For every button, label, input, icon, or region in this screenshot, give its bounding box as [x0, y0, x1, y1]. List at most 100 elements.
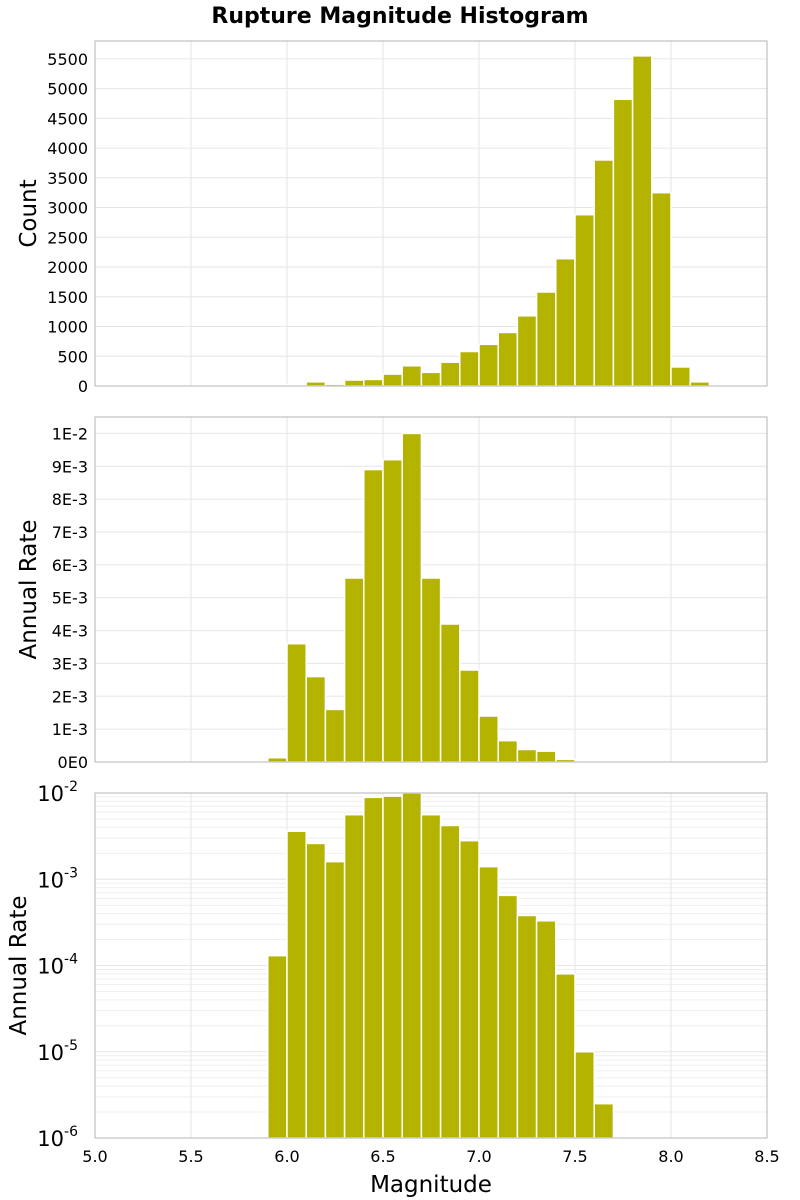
- x-tick-label: 7.5: [562, 1147, 587, 1166]
- y-axis-title: Annual Rate: [6, 896, 32, 1036]
- histogram-bar: [382, 795, 403, 1139]
- plot-frame: [94, 792, 768, 1139]
- histogram-bar: [324, 708, 346, 763]
- y-tick-label: 1E-2: [52, 424, 88, 443]
- histogram-bar: [324, 860, 346, 1139]
- y-tick-label: 3500: [47, 169, 88, 188]
- x-tick-label: 5.5: [178, 1147, 203, 1166]
- histogram-bar: [631, 55, 653, 387]
- x-tick-label: 6.0: [274, 1147, 299, 1166]
- histogram-bar: [516, 315, 538, 387]
- histogram-bar: [267, 954, 288, 1139]
- chart-title: Rupture Magnitude Histogram: [211, 4, 588, 29]
- y-tick-label: 0E0: [58, 753, 88, 772]
- histogram-bar: [535, 920, 557, 1139]
- histogram-bar: [363, 468, 384, 763]
- y-tick-label: 4500: [47, 109, 88, 128]
- plot-panel-1: 0 500 1000 1500 2000 2500 3000 3500 4000 4500 5000…: [16, 40, 768, 396]
- y-tick-label: 10-6: [37, 1124, 78, 1151]
- histogram-bar: [497, 331, 519, 387]
- histogram-bar: [363, 796, 384, 1139]
- y-tick-label: 10-5: [37, 1038, 78, 1065]
- y-tick-label: 10-4: [37, 952, 78, 979]
- histogram-bar: [478, 715, 499, 763]
- y-tick-label: 3E-3: [52, 654, 88, 673]
- y-tick-label: 2E-3: [52, 687, 88, 706]
- histogram-bar: [535, 750, 557, 763]
- y-tick-label: 500: [57, 347, 88, 366]
- y-tick-label: 4E-3: [52, 622, 88, 641]
- histogram-bar: [516, 914, 538, 1139]
- histogram-bar: [343, 577, 365, 763]
- y-tick-label: 3000: [47, 199, 88, 218]
- y-tick-label: 10-2: [37, 779, 78, 806]
- histogram-bar: [593, 159, 615, 387]
- histogram-bar: [401, 365, 423, 387]
- y-axis-title: Count: [16, 179, 42, 247]
- histogram-bar: [305, 675, 327, 763]
- histogram-bar: [382, 373, 403, 387]
- plot-panels: 0 500 1000 1500 2000 2500 3000 3500 4000 4500 5000…: [6, 40, 780, 1198]
- y-tick-label: 2000: [47, 258, 88, 277]
- histogram-bar: [555, 257, 576, 387]
- y-tick-label: 1E-3: [52, 720, 88, 739]
- x-tick-label: 6.5: [370, 1147, 395, 1166]
- x-tick-label: 7.0: [466, 1147, 491, 1166]
- histogram-bar: [497, 739, 519, 763]
- histogram-bar: [439, 623, 461, 763]
- histogram-bar: [459, 350, 480, 387]
- plot-panel-2: 0E0 1E-3 2E-3 3E-3 4E-3 5E-3 6E-3 7E-3 8E-3 9E-3 1…: [16, 416, 768, 772]
- y-tick-label: 6E-3: [52, 556, 88, 575]
- histogram-bar: [555, 973, 576, 1139]
- histogram-bar: [516, 748, 538, 763]
- histogram-bar: [593, 1102, 615, 1139]
- histogram-bar: [382, 458, 403, 763]
- histogram-bar: [612, 98, 634, 387]
- histogram-bar: [689, 381, 711, 387]
- histogram-bar: [420, 577, 442, 763]
- y-tick-label: 7E-3: [52, 523, 88, 542]
- histogram-bar: [286, 830, 307, 1139]
- plot-frame: [94, 40, 768, 387]
- histogram-bar: [535, 291, 557, 387]
- histogram-bar: [420, 371, 442, 387]
- histogram-bar: [363, 378, 384, 387]
- histogram-bar: [459, 669, 480, 763]
- histogram-bar: [459, 839, 480, 1139]
- y-tick-label: 5000: [47, 80, 88, 99]
- plot-frame: [94, 416, 768, 763]
- histogram-bar: [497, 894, 519, 1139]
- histogram-bar: [305, 842, 327, 1139]
- plot-panel-3: 10-6 10-5 10-4 10-3 10-2 Annual Rate 5.0 5.5 6.0…: [6, 779, 780, 1198]
- y-tick-label: 10-3: [37, 865, 78, 892]
- y-tick-label: 1000: [47, 318, 88, 337]
- x-tick-label: 8.0: [658, 1147, 683, 1166]
- y-axis-title: Annual Rate: [16, 520, 42, 660]
- y-tick-label: 5500: [47, 50, 88, 69]
- histogram-bar: [574, 1051, 595, 1139]
- x-tick-label: 5.0: [82, 1147, 107, 1166]
- histogram-bar: [670, 366, 691, 387]
- histogram-bar: [439, 824, 461, 1139]
- y-tick-label: 9E-3: [52, 457, 88, 476]
- histogram-bar: [574, 213, 595, 387]
- y-tick-label: 0: [78, 377, 88, 396]
- histogram-bar: [267, 756, 288, 763]
- histogram-bar: [478, 865, 499, 1139]
- histogram-bar: [439, 361, 461, 387]
- x-tick-label: 8.5: [754, 1147, 779, 1166]
- histogram-bar: [478, 343, 499, 387]
- histogram-bar: [401, 432, 423, 763]
- y-tick-label: 4000: [47, 139, 88, 158]
- histogram-bar: [420, 813, 442, 1139]
- histogram-bar: [343, 379, 365, 387]
- y-tick-label: 2500: [47, 228, 88, 247]
- y-tick-label: 5E-3: [52, 589, 88, 608]
- y-tick-label: 1500: [47, 288, 88, 307]
- histogram-bar: [305, 381, 327, 387]
- y-tick-label: 8E-3: [52, 490, 88, 509]
- histogram-bar: [651, 191, 672, 387]
- histogram-bar: [401, 792, 423, 1139]
- x-axis-title: Magnitude: [370, 1172, 492, 1198]
